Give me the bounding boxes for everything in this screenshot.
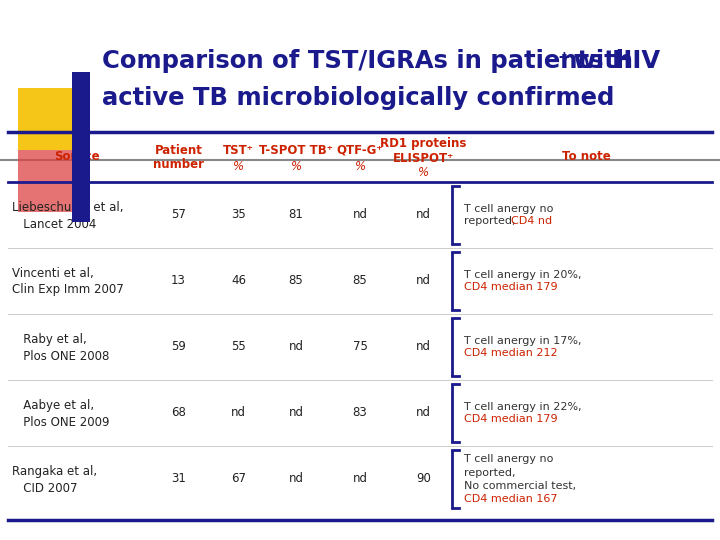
Text: No commercial test,: No commercial test, [464, 481, 576, 490]
Text: CD4 median 179: CD4 median 179 [464, 282, 557, 293]
Text: 68: 68 [171, 407, 186, 420]
Text: 81: 81 [289, 208, 303, 221]
Text: Comparison of TST/IGRAs in patients HIV: Comparison of TST/IGRAs in patients HIV [102, 49, 660, 73]
Text: Vincenti et al,: Vincenti et al, [12, 267, 94, 280]
Text: +: + [557, 50, 570, 65]
Text: 67: 67 [231, 472, 246, 485]
Text: nd: nd [353, 472, 367, 485]
Text: Liebeschuetz et al,: Liebeschuetz et al, [12, 201, 124, 214]
Text: 46: 46 [231, 274, 246, 287]
Text: To note: To note [562, 151, 611, 164]
Text: 59: 59 [171, 341, 186, 354]
Text: %: % [290, 159, 302, 172]
Text: reported,: reported, [464, 217, 519, 226]
Text: nd: nd [289, 341, 304, 354]
Text: 35: 35 [231, 208, 246, 221]
Text: CD4 nd: CD4 nd [511, 217, 552, 226]
Text: CD4 median 167: CD4 median 167 [464, 494, 557, 503]
Text: 83: 83 [353, 407, 367, 420]
Text: Raby et al,: Raby et al, [12, 334, 86, 347]
Text: reported,: reported, [464, 468, 516, 477]
Text: T cell anergy in 22%,: T cell anergy in 22%, [464, 402, 582, 411]
Text: 57: 57 [171, 208, 186, 221]
Text: nd: nd [416, 407, 431, 420]
Text: 55: 55 [231, 341, 246, 354]
Text: 13: 13 [171, 274, 186, 287]
Bar [18, 150, 80, 212]
Text: 85: 85 [289, 274, 303, 287]
Text: active TB microbiologically confirmed: active TB microbiologically confirmed [102, 86, 614, 110]
Text: T cell anergy no: T cell anergy no [464, 455, 554, 464]
Text: Lancet 2004: Lancet 2004 [12, 218, 96, 231]
Text: T cell anergy in 20%,: T cell anergy in 20%, [464, 269, 582, 280]
Text: Rangaka et al,: Rangaka et al, [12, 465, 97, 478]
Text: TST⁺: TST⁺ [223, 144, 254, 157]
Text: Patient: Patient [155, 144, 202, 157]
Text: T-SPOT TB⁺: T-SPOT TB⁺ [259, 144, 333, 157]
Text: Plos ONE 2009: Plos ONE 2009 [12, 415, 109, 429]
Text: CD4 median 179: CD4 median 179 [464, 415, 557, 424]
Text: T cell anergy no: T cell anergy no [464, 204, 554, 213]
Text: 85: 85 [353, 274, 367, 287]
Bar [72, 72, 90, 222]
Text: RD1 proteins: RD1 proteins [380, 138, 467, 151]
Text: 75: 75 [353, 341, 367, 354]
Text: with: with [565, 49, 633, 73]
Text: CD4 median 212: CD4 median 212 [464, 348, 557, 359]
Text: %: % [354, 159, 366, 172]
Text: QTF-G⁺: QTF-G⁺ [337, 144, 383, 157]
Text: T cell anergy in 17%,: T cell anergy in 17%, [464, 335, 582, 346]
Bar [18, 88, 80, 150]
Text: Source: Source [54, 151, 99, 164]
Text: 31: 31 [171, 472, 186, 485]
Text: nd: nd [416, 208, 431, 221]
Text: nd: nd [416, 341, 431, 354]
Text: nd: nd [289, 407, 304, 420]
Text: number: number [153, 158, 204, 171]
Text: 90: 90 [416, 472, 431, 485]
Text: nd: nd [289, 472, 304, 485]
Text: Aabye et al,: Aabye et al, [12, 400, 94, 413]
Text: Plos ONE 2008: Plos ONE 2008 [12, 349, 109, 362]
Text: Clin Exp Imm 2007: Clin Exp Imm 2007 [12, 284, 124, 296]
Text: nd: nd [231, 407, 246, 420]
Text: CID 2007: CID 2007 [12, 482, 78, 495]
Text: %: % [233, 159, 244, 172]
Text: nd: nd [416, 274, 431, 287]
Text: ELISPOT⁺: ELISPOT⁺ [393, 152, 454, 165]
Text: %: % [418, 165, 429, 179]
Text: nd: nd [353, 208, 367, 221]
